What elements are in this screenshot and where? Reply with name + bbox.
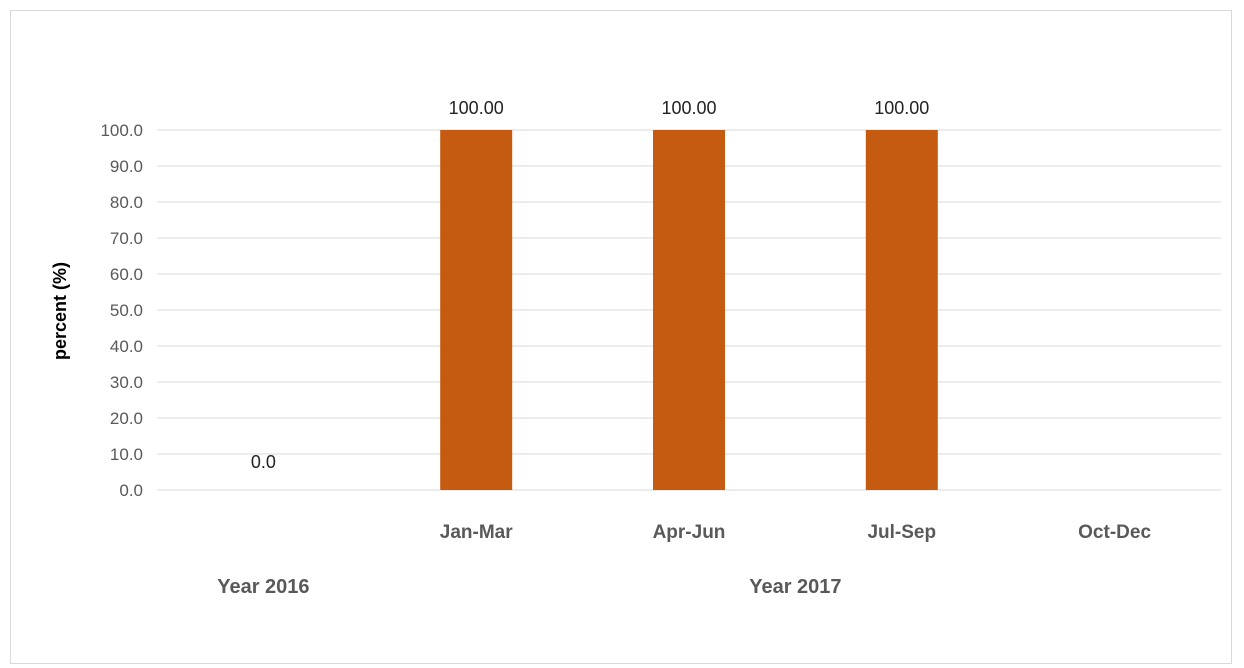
data-label: 100.00: [661, 98, 716, 118]
bar: [653, 130, 725, 490]
y-tick-label: 10.0: [110, 445, 143, 464]
y-tick-label: 20.0: [110, 409, 143, 428]
y-tick-label: 100.0: [100, 121, 143, 140]
data-label: 100.00: [874, 98, 929, 118]
bar-chart: 0.0 10.0 20.0 30.0 40.0 50.0 60.0 70.0 80.0 90.0 1…: [50, 98, 1221, 598]
data-labels: 0.0 100.00 100.00 100.00: [251, 98, 929, 472]
bar: [865, 130, 938, 490]
x-group-label: Year 2016: [217, 576, 309, 598]
y-axis-ticks: 0.0 10.0 20.0 30.0 40.0 50.0 60.0 70.0 80.0 90.0 1…: [100, 121, 143, 500]
x-category-label: Apr-Jun: [653, 522, 726, 543]
data-label: 100.00: [449, 98, 504, 118]
y-tick-label: 30.0: [110, 373, 143, 392]
bar: [440, 130, 513, 490]
y-tick-label: 40.0: [110, 337, 143, 356]
x-group-label: Year 2017: [749, 576, 841, 598]
y-tick-label: 0.0: [119, 481, 143, 500]
bars: [440, 130, 938, 490]
x-category-label: Jan-Mar: [440, 522, 513, 543]
y-tick-label: 90.0: [110, 157, 143, 176]
y-tick-label: 60.0: [110, 265, 143, 284]
data-label: 0.0: [251, 452, 276, 472]
y-axis-title: percent (%): [50, 262, 70, 360]
y-tick-label: 50.0: [110, 301, 143, 320]
x-category-label: Oct-Dec: [1078, 522, 1151, 543]
y-tick-label: 70.0: [110, 229, 143, 248]
x-axis-groups: Year 2016 Year 2017: [217, 576, 841, 598]
y-tick-label: 80.0: [110, 193, 143, 212]
x-category-label: Jul-Sep: [867, 522, 936, 543]
chart-frame: 0.0 10.0 20.0 30.0 40.0 50.0 60.0 70.0 80.0 90.0 1…: [10, 10, 1232, 664]
x-axis-categories: Jan-Mar Apr-Jun Jul-Sep Oct-Dec: [440, 522, 1152, 543]
